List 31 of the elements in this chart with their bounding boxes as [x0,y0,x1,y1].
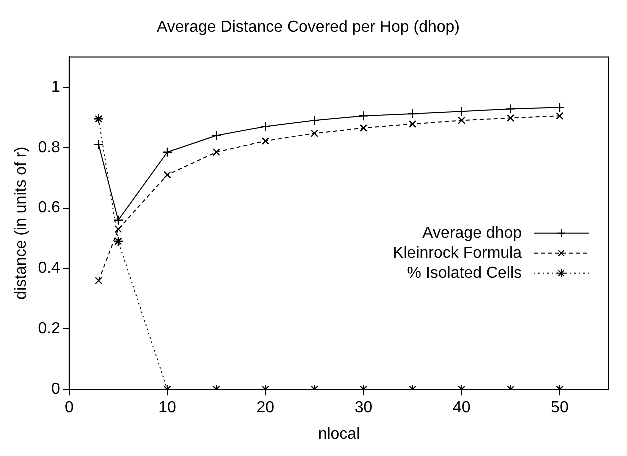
point [507,114,515,122]
point [94,114,104,124]
legend-label: Average dhop [422,224,522,242]
x-tick-label: 0 [64,400,74,417]
point [212,148,220,156]
x-tick-label: 40 [452,400,471,417]
x-tick-label: 20 [256,400,275,417]
y-tick-label: 0.6 [38,200,61,217]
y-tick-label: 0.2 [38,320,61,338]
point [164,171,172,179]
x-tick-label: 50 [551,400,569,417]
y-axis-title: distance (in units of r) [13,146,30,300]
chart-title: Average Distance Covered per Hop (dhop) [157,19,460,36]
x-axis-title: nlocal [318,426,360,443]
point [556,112,564,120]
point [310,130,318,138]
point [458,116,466,124]
point [114,226,122,234]
point [360,124,368,132]
point [262,137,270,145]
legend-label: Kleinrock Formula [393,244,522,262]
y-tick-label: 0.8 [38,139,61,156]
x-tick-label: 10 [158,400,177,417]
point [409,120,417,128]
y-tick-label: 1 [52,78,61,96]
x-tick-label: 30 [354,400,373,417]
legend-label: % Isolated Cells [407,264,522,282]
y-tick-label: 0.4 [38,260,61,278]
y-tick-label: 0 [52,381,61,398]
point [95,277,103,285]
point [113,236,124,247]
